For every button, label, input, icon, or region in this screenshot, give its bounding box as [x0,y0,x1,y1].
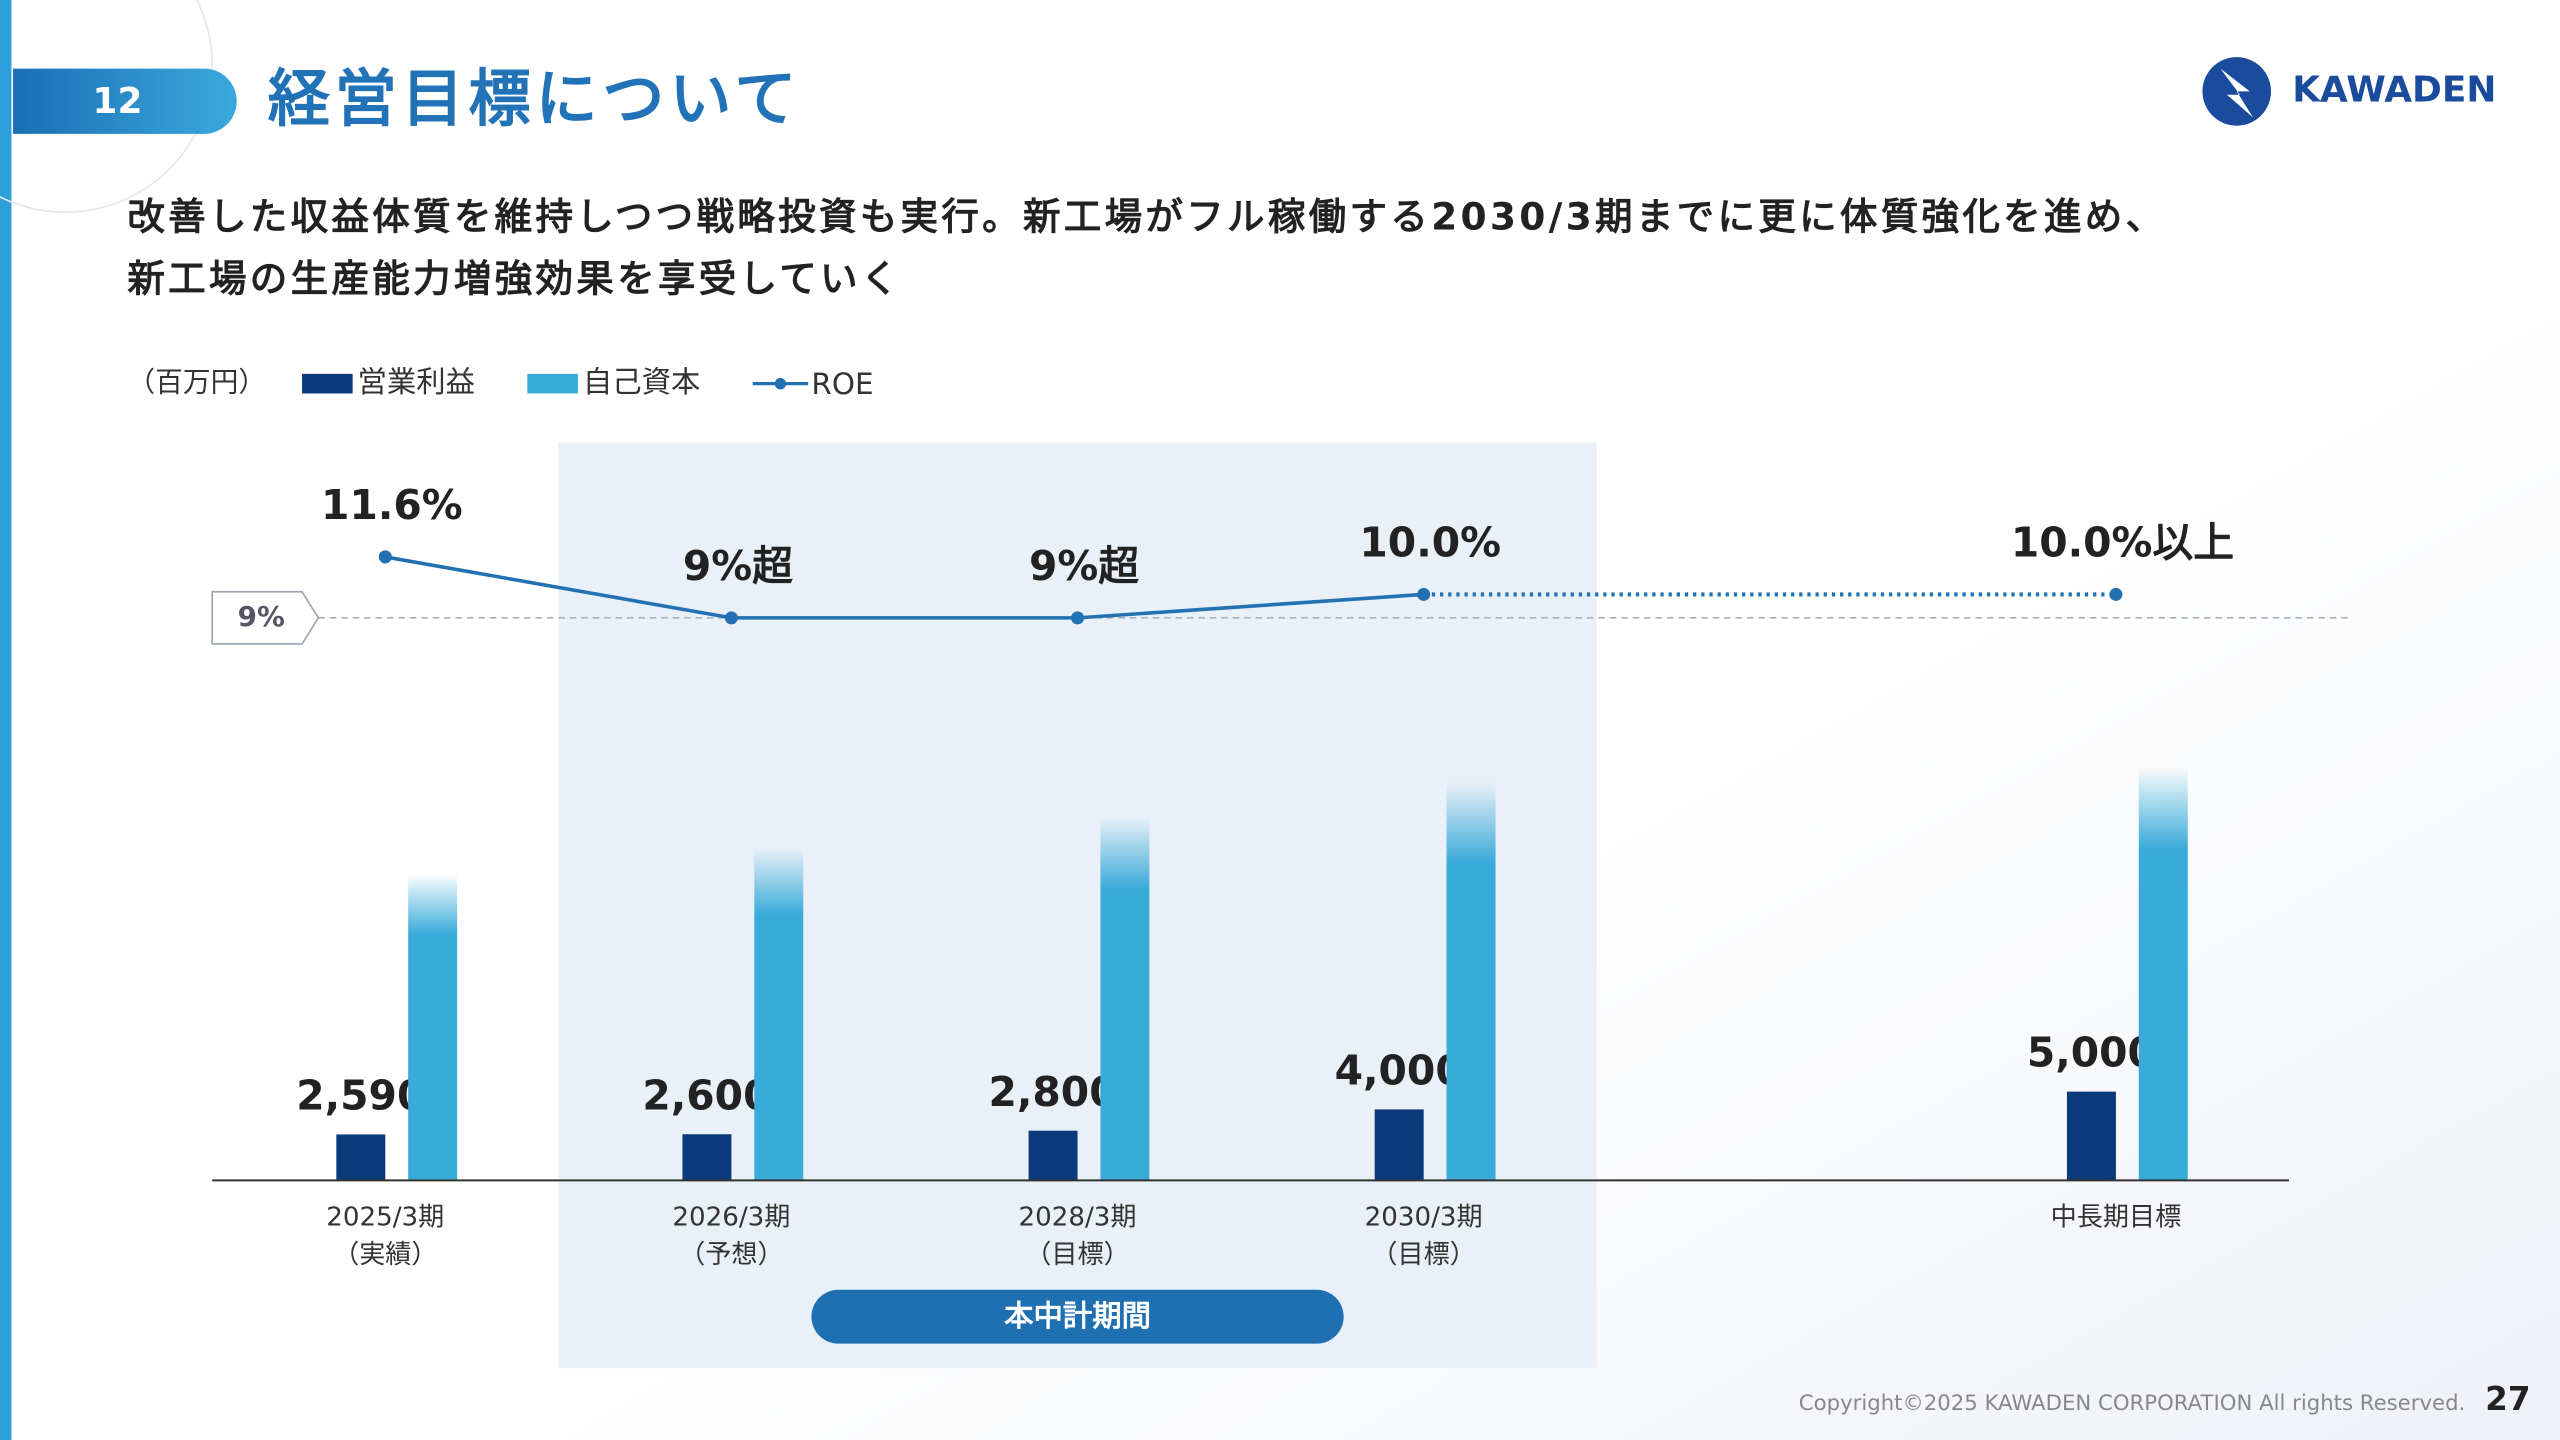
bar-value-label: 2,600 [642,1071,771,1119]
chart: 本中計期間 営業利益 自己資本 ROE 9% 2,590 2,600 2,800 4,000 5,… [211,365,2352,1369]
line-value-label: 11.6% [321,481,463,529]
legend-label: ROE [811,367,873,401]
bar [408,873,458,1181]
subtitle-line: 改善した収益体質を維持しつつ戦略投資も実行。新工場がフル稼働する2030/3期ま… [127,194,2166,238]
legend-swatch [302,373,353,394]
line-point [724,611,738,625]
bar-value-label: 5,000 [2027,1029,2156,1077]
x-tick-label: 2028/3期 [1019,1202,1137,1232]
bar [2138,766,2188,1181]
x-tick-label: 2030/3期 [1365,1202,1483,1232]
line-point [2109,587,2123,601]
legend-label: 自己資本 [583,365,701,399]
bar [1374,1109,1424,1181]
line-value-label: 10.0% [1359,518,1501,566]
reference-label: 9% [238,600,285,633]
decoration [0,0,214,214]
page-number-pill [13,68,237,134]
line-point [1071,611,1085,625]
legend-label: 営業利益 [358,365,476,399]
legend-swatch [774,377,787,390]
copyright: Copyright©2025 KAWADEN CORPORATION All r… [1799,1391,2465,1416]
logo-text: KAWADEN [2292,69,2496,110]
bar [336,1134,386,1181]
bar [754,848,804,1181]
line-point [378,550,392,564]
subtitle-line: 新工場の生産能力増強効果を享受していく [127,256,901,300]
slide-title: 経営目標について [268,62,802,135]
bar [682,1134,732,1181]
bar-value-label: 2,590 [296,1072,425,1120]
logo: KAWADEN [2202,57,2496,126]
bar [2066,1091,2116,1181]
highlight-label: 本中計期間 [1004,1299,1151,1333]
line-point [1417,587,1431,601]
bar [1028,1130,1078,1181]
unit-label: （百万円） [127,366,266,399]
x-tick-sublabel: （目標） [1371,1240,1475,1270]
x-tick-label: 2025/3期 [326,1202,444,1232]
bar [1100,816,1150,1181]
page-number: 12 [93,81,143,122]
line-value-label: 10.0%以上 [2011,518,2234,566]
reference-tag [211,590,320,645]
bar [1446,782,1496,1181]
highlight-pill [811,1289,1344,1344]
x-tick-sublabel: （目標） [1025,1240,1129,1270]
slide-number: 27 [2485,1380,2530,1418]
x-tick-label: 2026/3期 [672,1202,790,1232]
logo-bolt [2220,68,2254,118]
side-stripe [0,0,12,1440]
x-tick-sublabel: （実績） [333,1240,437,1270]
x-tick-label: 中長期目標 [2051,1202,2182,1232]
line-value-label: 9%超 [683,542,793,590]
legend-swatch [527,373,578,394]
bar-value-label: 4,000 [1335,1046,1464,1094]
bar-value-label: 2,800 [989,1068,1118,1116]
x-tick-sublabel: （予想） [679,1240,783,1270]
line-value-label: 9%超 [1029,542,1139,590]
